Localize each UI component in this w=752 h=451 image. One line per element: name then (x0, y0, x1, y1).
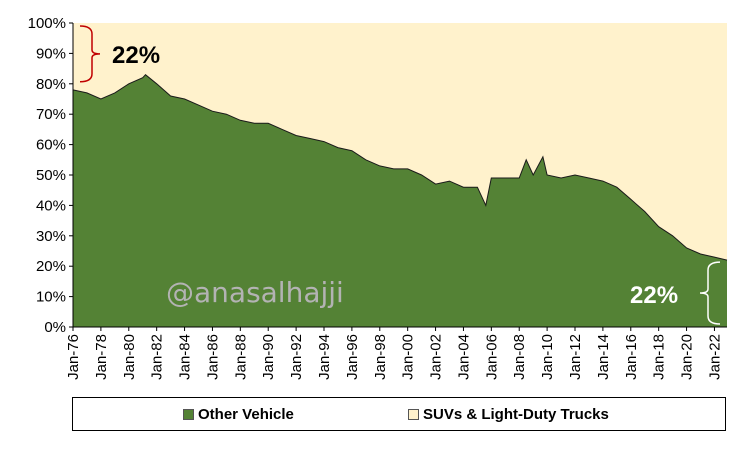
x-tick-label: Jan-90 (260, 334, 277, 380)
x-tick-label: Jan-98 (372, 334, 389, 380)
x-tick-label: Jan-16 (623, 334, 640, 380)
y-tick-label: 10% (36, 289, 66, 306)
x-tick-label: Jan-80 (121, 334, 138, 380)
x-tick-label: Jan-94 (316, 334, 333, 380)
y-tick-label: 100% (28, 15, 66, 32)
x-tick-label: Jan-12 (567, 334, 584, 380)
x-tick-label: Jan-02 (428, 334, 445, 380)
x-tick-label: Jan-82 (149, 334, 166, 380)
y-tick-label: 30% (36, 228, 66, 245)
x-tick-label: Jan-06 (483, 334, 500, 380)
x-tick-label: Jan-18 (651, 334, 668, 380)
bracket-start-share (79, 25, 101, 83)
legend-swatch-other-vehicle (183, 409, 194, 420)
x-tick-label: Jan-00 (400, 334, 417, 380)
y-tick-label: 60% (36, 137, 66, 154)
area-other-vehicle (73, 74, 727, 327)
x-tick-label: Jan-78 (93, 334, 110, 380)
x-tick-label: Jan-14 (595, 334, 612, 380)
x-tick-label: Jan-88 (232, 334, 249, 380)
x-tick-label: Jan-20 (679, 334, 696, 380)
bracket-end-share (699, 261, 721, 325)
x-tick-label: Jan-04 (455, 334, 472, 380)
legend-label-other-vehicle: Other Vehicle (198, 406, 294, 423)
legend-swatch-suvs-light-duty-trucks (408, 409, 419, 420)
y-tick-label: 0% (44, 319, 66, 336)
y-tick-label: 50% (36, 167, 66, 184)
x-tick-label: Jan-84 (177, 334, 194, 380)
axis-layer: 0% 10% 20% 30% 40% 50% 60% 70% 80% 90% 100% Jan-76 J… (28, 15, 727, 380)
annotation-layer: 22% 22% @anasalhajji (79, 25, 721, 325)
legend: Other Vehicle SUVs & Light-Duty Trucks (72, 397, 726, 431)
x-tick-label: Jan-08 (511, 334, 528, 380)
legend-item-other-vehicle: Other Vehicle (183, 406, 294, 423)
x-tick-label: Jan-86 (204, 334, 221, 380)
legend-label-suvs-light-duty-trucks: SUVs & Light-Duty Trucks (423, 406, 609, 423)
annotation-start-share: 22% (112, 42, 160, 69)
x-tick-label: Jan-92 (288, 334, 305, 380)
legend-item-suvs-light-duty-trucks: SUVs & Light-Duty Trucks (408, 406, 609, 423)
y-tick-label: 90% (36, 45, 66, 62)
annotation-end-share: 22% (630, 282, 678, 309)
x-tick-label: Jan-22 (706, 334, 723, 380)
y-tick-label: 40% (36, 197, 66, 214)
x-tick-label: Jan-10 (539, 334, 556, 380)
y-tick-label: 80% (36, 76, 66, 93)
x-tick-label: Jan-96 (344, 334, 361, 380)
y-tick-label: 70% (36, 106, 66, 123)
x-tick-label: Jan-76 (65, 334, 82, 380)
y-tick-label: 20% (36, 258, 66, 275)
series-layer (72, 74, 728, 327)
area-boundary-line (72, 74, 728, 261)
watermark-text: @anasalhajji (166, 276, 344, 309)
